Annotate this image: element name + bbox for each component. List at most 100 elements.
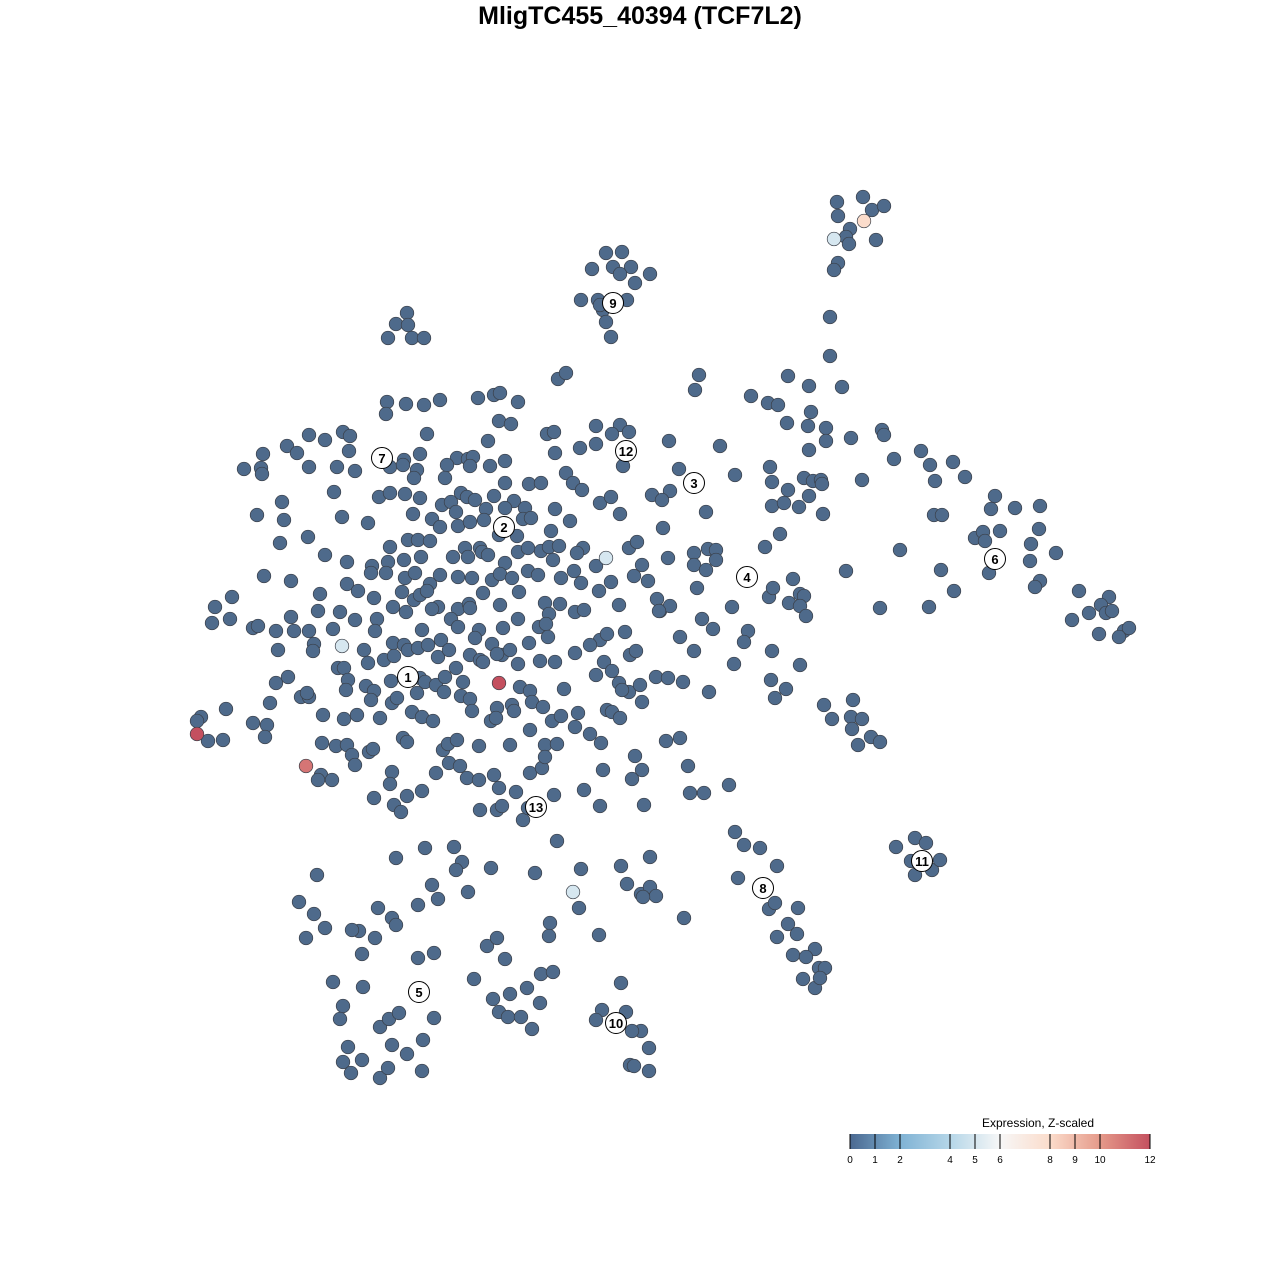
data-point xyxy=(691,367,707,383)
data-point xyxy=(843,430,859,446)
data-point xyxy=(506,703,522,719)
data-point xyxy=(491,780,507,796)
data-point xyxy=(623,259,639,275)
data-point xyxy=(475,585,491,601)
data-point xyxy=(504,570,520,586)
data-point xyxy=(459,770,475,786)
data-point xyxy=(343,1065,359,1081)
data-point xyxy=(397,486,413,502)
data-point xyxy=(556,681,572,697)
data-point xyxy=(558,465,574,481)
data-point xyxy=(462,514,478,530)
data-point xyxy=(523,510,539,526)
legend-title: Expression, Z-scaled xyxy=(982,1116,1094,1130)
data-point xyxy=(641,1040,657,1056)
data-point xyxy=(470,390,486,406)
data-point xyxy=(218,701,234,717)
data-point xyxy=(388,316,404,332)
data-point xyxy=(876,198,892,214)
data-point xyxy=(807,941,823,957)
data-point xyxy=(500,1009,516,1025)
data-point xyxy=(305,643,321,659)
data-point xyxy=(310,772,326,788)
data-point xyxy=(660,670,676,686)
data-point xyxy=(383,673,399,689)
data-point xyxy=(286,623,302,639)
data-point xyxy=(433,632,449,648)
data-point xyxy=(207,599,223,615)
data-point xyxy=(770,397,786,413)
data-point xyxy=(380,330,396,346)
data-point xyxy=(764,643,780,659)
data-point xyxy=(388,850,404,866)
data-point xyxy=(329,459,345,475)
data-point xyxy=(694,611,710,627)
data-point xyxy=(448,660,464,676)
data-point xyxy=(1031,521,1047,537)
data-point xyxy=(708,552,724,568)
data-point xyxy=(542,915,558,931)
data-point xyxy=(689,580,705,596)
data-point xyxy=(245,715,261,731)
data-point xyxy=(626,1058,642,1074)
data-point xyxy=(432,519,448,535)
data-point xyxy=(549,833,565,849)
data-point xyxy=(626,568,642,584)
data-point xyxy=(886,451,902,467)
data-point xyxy=(448,862,464,878)
data-point xyxy=(524,1021,540,1037)
data-point xyxy=(299,685,315,701)
data-point xyxy=(614,244,630,260)
data-point xyxy=(312,586,328,602)
data-point xyxy=(829,194,845,210)
data-point xyxy=(752,840,768,856)
cluster-label-circle xyxy=(397,666,419,688)
data-point xyxy=(680,758,696,774)
data-point xyxy=(391,1005,407,1021)
data-point xyxy=(200,733,216,749)
data-point xyxy=(332,1011,348,1027)
data-point xyxy=(360,655,376,671)
data-point xyxy=(415,1032,431,1048)
data-point xyxy=(780,916,796,932)
data-point xyxy=(552,596,568,612)
data-point xyxy=(382,776,398,792)
data-point xyxy=(426,945,442,961)
data-point xyxy=(573,575,589,591)
data-point xyxy=(298,758,314,774)
data-point xyxy=(614,682,630,698)
data-point xyxy=(736,634,752,650)
cluster-label-text: 1 xyxy=(404,670,411,685)
data-point xyxy=(743,388,759,404)
data-point xyxy=(913,443,929,459)
data-point xyxy=(475,654,491,670)
data-point xyxy=(876,427,892,443)
data-point xyxy=(611,597,627,613)
data-point xyxy=(537,737,553,753)
data-point xyxy=(492,385,508,401)
data-point xyxy=(591,583,607,599)
cluster-label: 5 xyxy=(408,981,430,1003)
data-point xyxy=(767,895,783,911)
data-point xyxy=(448,504,464,520)
data-point xyxy=(1091,626,1107,642)
data-point xyxy=(671,461,687,477)
data-point xyxy=(573,861,589,877)
data-point xyxy=(790,900,806,916)
data-point xyxy=(497,453,513,469)
data-point xyxy=(596,654,612,670)
data-point xyxy=(508,784,524,800)
data-point xyxy=(698,562,714,578)
data-point xyxy=(977,533,993,549)
data-point xyxy=(772,526,788,542)
data-point xyxy=(572,440,588,456)
data-point xyxy=(818,433,834,449)
legend-ticks: 0 1 2 4 5 6 8 9 10 12 xyxy=(847,1134,1156,1166)
data-point xyxy=(384,1037,400,1053)
data-point xyxy=(798,949,814,965)
data-point xyxy=(604,426,620,442)
data-point xyxy=(338,682,354,698)
legend-tick-label: 10 xyxy=(1094,1155,1106,1166)
data-point xyxy=(409,685,425,701)
data-point xyxy=(547,445,563,461)
